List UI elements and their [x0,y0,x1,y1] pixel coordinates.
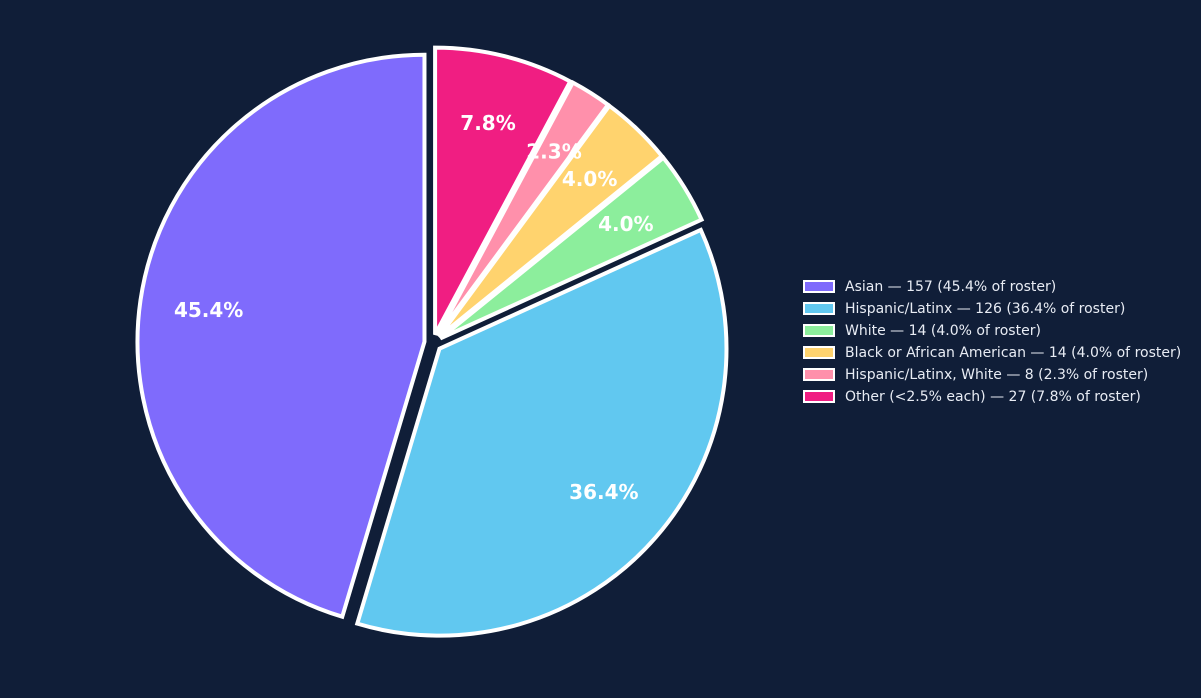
pie-slice-label-3: 4.0% [562,167,617,191]
legend-label-2: White — 14 (4.0% of roster) [845,323,1041,339]
pie-slice-2 [439,154,705,341]
legend: Asian — 157 (45.4% of roster) Hispanic/La… [803,279,1181,405]
pie-slice-0 [135,52,427,620]
legend-label-3: Black or African American — 14 (4.0% of … [845,345,1181,361]
pie-percent-labels: 45.4% 36.4% 4.0% 4.0% 2.3% 7.8% [174,111,654,504]
legend-swatch-2 [803,324,835,337]
pie-slice-1 [354,227,729,638]
pie-slice-label-0: 45.4% [174,298,243,322]
legend-swatch-5 [803,390,835,403]
legend-swatch-0 [803,280,835,293]
pie-slice-label-1: 36.4% [569,480,638,504]
pie-slice-label-2: 4.0% [598,212,653,236]
pie-slice-label-4: 2.3% [526,139,581,163]
pie-slice-4 [435,79,611,337]
legend-label-1: Hispanic/Latinx — 126 (36.4% of roster) [845,301,1125,317]
legend-label-5: Other (<2.5% each) — 27 (7.8% of roster) [845,389,1141,405]
legend-swatch-1 [803,302,835,315]
pie-slice-label-5: 7.8% [460,111,515,135]
legend-label-0: Asian — 157 (45.4% of roster) [845,279,1056,295]
legend-swatch-3 [803,346,835,359]
legend-swatch-4 [803,368,835,381]
pie-slices [135,45,729,638]
legend-label-4: Hispanic/Latinx, White — 8 (2.3% of rost… [845,367,1148,383]
pie-slice-5 [433,45,573,336]
